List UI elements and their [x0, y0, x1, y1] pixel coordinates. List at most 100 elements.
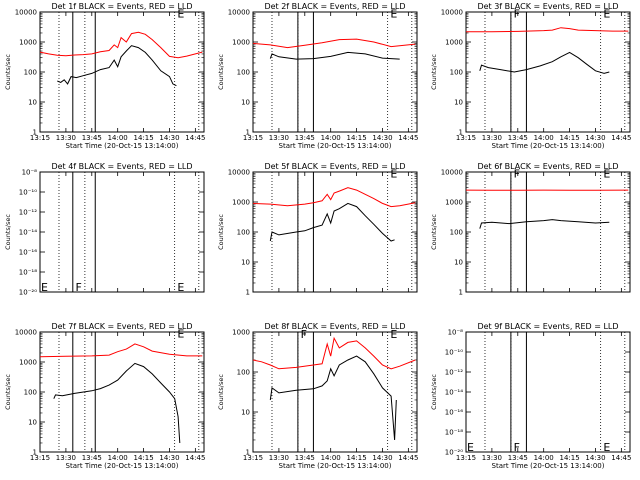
plot-frame: [39, 11, 205, 133]
x-axis-label: Start Time (20-Oct-15 13:14:00): [492, 462, 605, 470]
y-tick-label: 1: [246, 449, 250, 457]
series-lld-line: [252, 38, 416, 49]
y-tick-label: 10⁻²⁰: [19, 289, 37, 297]
y-tick-label: 1: [246, 289, 250, 297]
x-tick-label: 14:00: [321, 454, 341, 462]
x-tick-label: 14:15: [133, 454, 153, 462]
y-tick-label: 100: [24, 389, 37, 397]
series-events-line: [53, 362, 181, 444]
x-tick-label: 14:45: [185, 134, 205, 142]
x-tick-label: 14:45: [611, 454, 631, 462]
x-tick-label: 14:30: [372, 134, 392, 142]
x-tick-label: 14:30: [159, 454, 179, 462]
panel-title: Det 1f BLACK = Events, RED = LLD: [51, 2, 192, 11]
x-tick-label: 14:30: [159, 134, 179, 142]
y-axis-label: Counts/sec: [217, 54, 225, 90]
series-events-line: [57, 45, 177, 87]
y-tick-label: 1000: [232, 199, 250, 207]
x-tick-label: 13:15: [30, 454, 50, 462]
y-tick-label: 10000: [15, 9, 37, 17]
marker-letter: E: [177, 7, 184, 20]
y-tick-label: 100: [24, 69, 37, 77]
y-tick-label: 10⁻¹⁴: [445, 389, 463, 397]
y-tick-label: 10⁻¹⁰: [19, 189, 37, 197]
series-lld-line: [466, 27, 629, 33]
plot-frame: [252, 171, 418, 293]
x-axis-label: Start Time (20-Oct-15 13:14:00): [66, 142, 179, 150]
x-tick-label: 14:45: [398, 454, 418, 462]
y-axis-label: Counts/sec: [430, 54, 438, 90]
x-tick-label: 13:45: [295, 134, 315, 142]
x-tick-label: 13:30: [56, 454, 76, 462]
y-tick-label: 10: [28, 419, 37, 427]
panel-title: Det 4f BLACK = Events, RED = LLD: [51, 162, 192, 171]
panel-5: Det 5f BLACK = Events, RED = LLD 1 10 100 10…: [217, 162, 418, 297]
y-tick-label: 10000: [441, 169, 463, 177]
x-tick-label: 14:00: [321, 134, 341, 142]
series-lld-line: [39, 31, 203, 59]
y-tick-label: 1: [459, 289, 463, 297]
y-tick-label: 1000: [232, 329, 250, 337]
marker-letter: E: [390, 167, 397, 180]
x-tick-label: 13:15: [243, 454, 263, 462]
x-tick-label: 14:00: [534, 134, 554, 142]
x-tick-label: 13:45: [508, 134, 528, 142]
y-tick-label: 10⁻¹⁸: [445, 429, 463, 437]
marker-letter: E: [390, 328, 397, 341]
x-tick-label: 13:45: [295, 454, 315, 462]
panel-6: Det 6f BLACK = Events, RED = LLD 1 10 100 10…: [430, 162, 631, 297]
panel-title: Det 8f BLACK = Events, RED = LLD: [264, 322, 405, 331]
marker-letter: F: [514, 441, 520, 454]
y-axis-label: Counts/sec: [430, 214, 438, 250]
panel-7: Det 7f BLACK = Events, RED = LLD 1 10 100 10…: [4, 322, 205, 470]
plot-frame: [39, 171, 205, 293]
x-axis-label: Start Time (20-Oct-15 13:14:00): [279, 142, 392, 150]
x-tick-label: 13:30: [482, 454, 502, 462]
plot-frame: [465, 331, 631, 453]
marker-letter: F: [514, 7, 520, 20]
marker-letter: E: [603, 7, 610, 20]
x-tick-label: 13:45: [82, 134, 102, 142]
panel-4: Det 4f BLACK = Events, RED = LLD 10⁻²⁰ 10⁻…: [4, 162, 205, 297]
y-tick-label: 10⁻⁸: [22, 169, 38, 177]
y-tick-label: 10: [454, 99, 463, 107]
y-tick-label: 10⁻¹⁶: [19, 249, 37, 257]
y-tick-label: 10000: [228, 9, 250, 17]
x-axis-label: Start Time (20-Oct-15 13:14:00): [279, 462, 392, 470]
y-tick-label: 1: [33, 449, 37, 457]
marker-letter: F: [514, 167, 520, 180]
panel-title: Det 7f BLACK = Events, RED = LLD: [51, 322, 192, 331]
marker-letter: E: [467, 441, 474, 454]
x-tick-label: 14:15: [559, 454, 579, 462]
marker-letter: E: [603, 441, 610, 454]
x-tick-label: 14:15: [133, 134, 153, 142]
x-tick-label: 13:15: [456, 454, 476, 462]
x-tick-label: 13:15: [456, 134, 476, 142]
marker-letter: F: [301, 328, 307, 341]
panel-1: Det 1f BLACK = Events, RED = LLD 1 10 100 10…: [4, 2, 205, 150]
panel-3: Det 3f BLACK = Events, RED = LLD 1 10 100 10…: [430, 2, 631, 150]
y-tick-label: 10⁻²⁰: [445, 449, 463, 457]
marker-letter: E: [177, 327, 184, 340]
y-tick-label: 1000: [19, 39, 37, 47]
y-tick-label: 100: [450, 69, 463, 77]
x-tick-label: 13:30: [269, 454, 289, 462]
x-tick-label: 14:30: [372, 454, 392, 462]
y-tick-label: 10⁻¹⁸: [19, 269, 37, 277]
series-events-line: [269, 355, 397, 441]
x-tick-label: 13:30: [482, 134, 502, 142]
series-lld-line: [252, 187, 416, 208]
y-tick-label: 100: [237, 229, 250, 237]
y-tick-label: 1000: [232, 39, 250, 47]
x-tick-label: 13:15: [243, 134, 263, 142]
y-tick-label: 10⁻⁸: [448, 329, 464, 337]
x-tick-label: 14:15: [346, 134, 366, 142]
y-tick-label: 10000: [228, 169, 250, 177]
y-tick-label: 10: [454, 259, 463, 267]
x-tick-label: 14:30: [585, 134, 605, 142]
x-tick-label: 14:00: [108, 454, 128, 462]
y-tick-label: 1000: [445, 199, 463, 207]
panel-2: Det 2f BLACK = Events, RED = LLD 1 10 100 10…: [217, 2, 418, 150]
